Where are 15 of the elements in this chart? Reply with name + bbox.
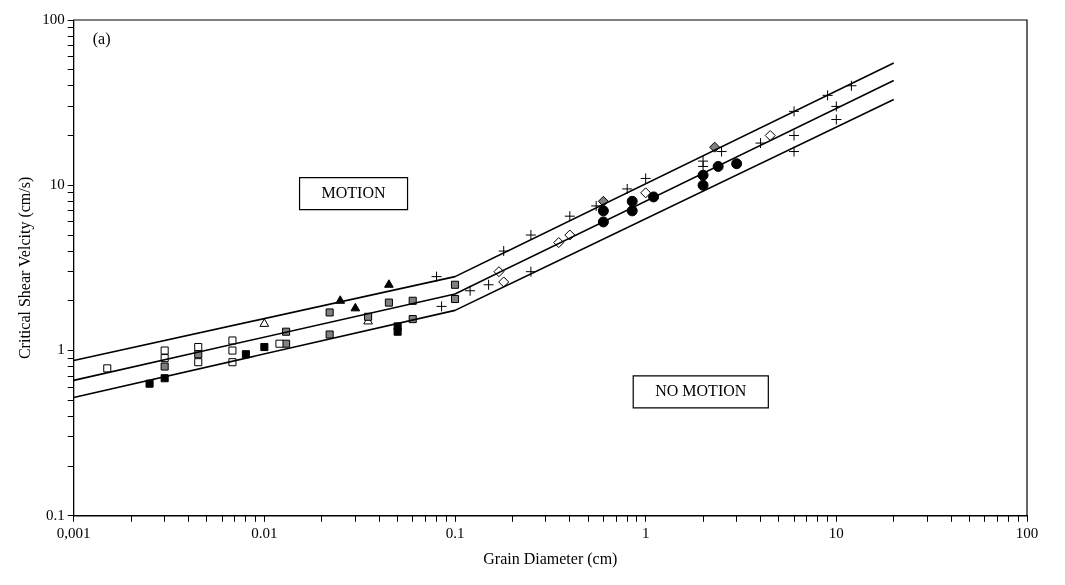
y-tick-label: 100 (42, 10, 65, 27)
x-axis-title: Grain Diameter (cm) (483, 549, 618, 568)
x-tick-label: 100 (1015, 524, 1039, 541)
y-axis-title: Critical Shear Velcity (cm/s) (15, 176, 34, 360)
x-tick-label: 0,001 (56, 524, 91, 541)
x-tick-label: 0.1 (445, 524, 465, 541)
y-tick-label: 0.1 (45, 506, 65, 523)
annotation: MOTION (321, 183, 386, 201)
x-tick-label: 0.01 (251, 524, 278, 541)
annotation: (a) (92, 30, 111, 49)
x-tick-label: 10 (828, 524, 844, 541)
x-tick-label: 1 (641, 524, 650, 541)
annotation: NO MOTION (655, 382, 747, 400)
y-tick-label: 1 (57, 341, 65, 358)
y-tick-label: 10 (49, 176, 65, 193)
